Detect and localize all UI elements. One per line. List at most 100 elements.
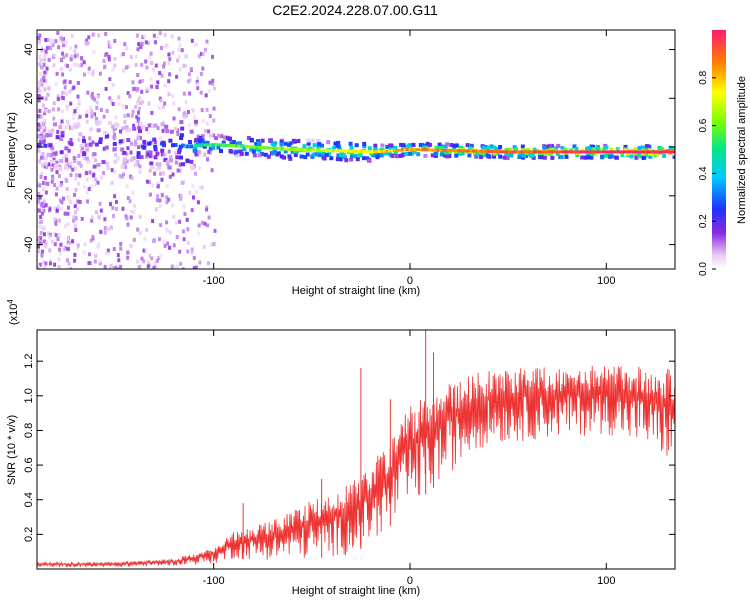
ridge-cell <box>81 152 86 157</box>
noise-cell <box>156 126 160 130</box>
ridge-cell <box>442 153 447 158</box>
ridge-cell <box>163 157 168 162</box>
ridge-core-cell <box>617 150 621 154</box>
noise-cell <box>152 33 156 38</box>
ridge-cell <box>145 150 150 155</box>
noise-cell <box>52 53 56 58</box>
ridge-core-cell <box>278 147 282 151</box>
noise-cell <box>38 54 42 59</box>
ridge-cell <box>645 148 650 153</box>
noise-cell <box>37 181 41 186</box>
ridge-core-cell <box>291 147 294 151</box>
ridge-core-cell <box>594 150 598 154</box>
ridge-cell <box>662 153 667 158</box>
noise-cell <box>53 262 57 267</box>
ridge-core-cell <box>673 150 675 154</box>
ridge-core-cell <box>656 150 659 154</box>
noise-cell <box>191 183 195 188</box>
ridge-cell <box>53 151 58 156</box>
noise-cell <box>154 207 158 212</box>
ridge-core-cell <box>556 150 560 154</box>
noise-cell <box>148 168 152 173</box>
ridge-cell <box>136 151 141 156</box>
noise-cell <box>175 149 178 154</box>
noise-cell <box>184 100 188 105</box>
noise-cell <box>190 38 194 43</box>
noise-cell <box>178 162 182 167</box>
noise-cell <box>85 190 89 195</box>
ridge-cell <box>401 143 406 148</box>
ridge-cell <box>276 151 281 156</box>
ridge-core-cell <box>380 149 384 153</box>
ridge-core-cell <box>385 149 389 153</box>
noise-cell <box>103 226 107 230</box>
noise-cell <box>43 181 47 186</box>
noise-cell <box>62 43 66 48</box>
noise-cell <box>43 164 47 169</box>
noise-cell <box>42 62 46 67</box>
noise-cell <box>201 51 205 56</box>
ridge-cell <box>188 140 192 144</box>
noise-cell <box>84 41 88 46</box>
ridge-core-cell <box>298 148 302 152</box>
noise-cell <box>172 214 176 219</box>
ridge-cell <box>105 134 110 139</box>
ridge-cell <box>58 125 63 129</box>
noise-cell <box>156 35 160 40</box>
noise-cell <box>163 152 167 157</box>
noise-cell <box>136 73 140 77</box>
noise-cell <box>183 110 187 115</box>
ridge-core-cell <box>500 150 504 154</box>
noise-cell <box>43 71 47 75</box>
noise-cell <box>187 110 190 114</box>
noise-cell <box>51 43 55 48</box>
noise-cell <box>66 211 70 216</box>
noise-cell <box>207 215 211 220</box>
noise-cell <box>169 154 173 159</box>
noise-cell <box>78 200 82 204</box>
ridge-cell <box>55 135 60 140</box>
ridge-cell <box>171 143 175 148</box>
noise-cell <box>40 253 44 258</box>
ridge-cell <box>482 151 487 156</box>
noise-cell <box>73 258 77 263</box>
noise-cell <box>182 204 186 209</box>
noise-cell <box>172 116 176 121</box>
ridge-cell <box>645 144 650 148</box>
noise-cell <box>79 163 83 168</box>
noise-cell <box>159 223 163 228</box>
ridge-cell <box>362 144 367 149</box>
ridge-core-cell <box>648 150 652 154</box>
noise-cell <box>143 236 147 241</box>
noise-cell <box>65 53 69 58</box>
ridge-cell <box>650 152 655 157</box>
ridge-core-cell <box>533 150 537 154</box>
noise-cell <box>167 149 171 154</box>
ridge-cell <box>546 144 551 149</box>
ridge-core-cell <box>352 149 356 153</box>
noise-cell <box>140 89 144 94</box>
ridge-cell <box>185 158 190 163</box>
noise-cell <box>54 39 58 44</box>
noise-cell <box>43 161 47 166</box>
top-y-tick-label: 0 <box>23 144 35 150</box>
noise-cell <box>110 180 114 185</box>
noise-cell <box>159 253 163 258</box>
ridge-cell <box>179 136 184 140</box>
noise-cell <box>87 261 91 265</box>
noise-cell <box>66 247 70 252</box>
colorbar-tick-label: 0.4 <box>698 166 709 180</box>
noise-cell <box>111 124 114 129</box>
ridge-cell <box>146 152 151 157</box>
ridge-core-cell <box>329 149 333 153</box>
noise-cell <box>73 49 77 54</box>
ridge-core-cell <box>536 150 539 154</box>
noise-cell <box>95 100 99 105</box>
ridge-core-cell <box>283 147 287 151</box>
ridge-core-cell <box>441 148 445 152</box>
noise-cell <box>178 43 182 48</box>
ridge-cell <box>329 156 334 161</box>
noise-cell <box>59 242 63 247</box>
ridge-core-cell <box>459 149 463 153</box>
ridge-cell <box>375 155 380 160</box>
